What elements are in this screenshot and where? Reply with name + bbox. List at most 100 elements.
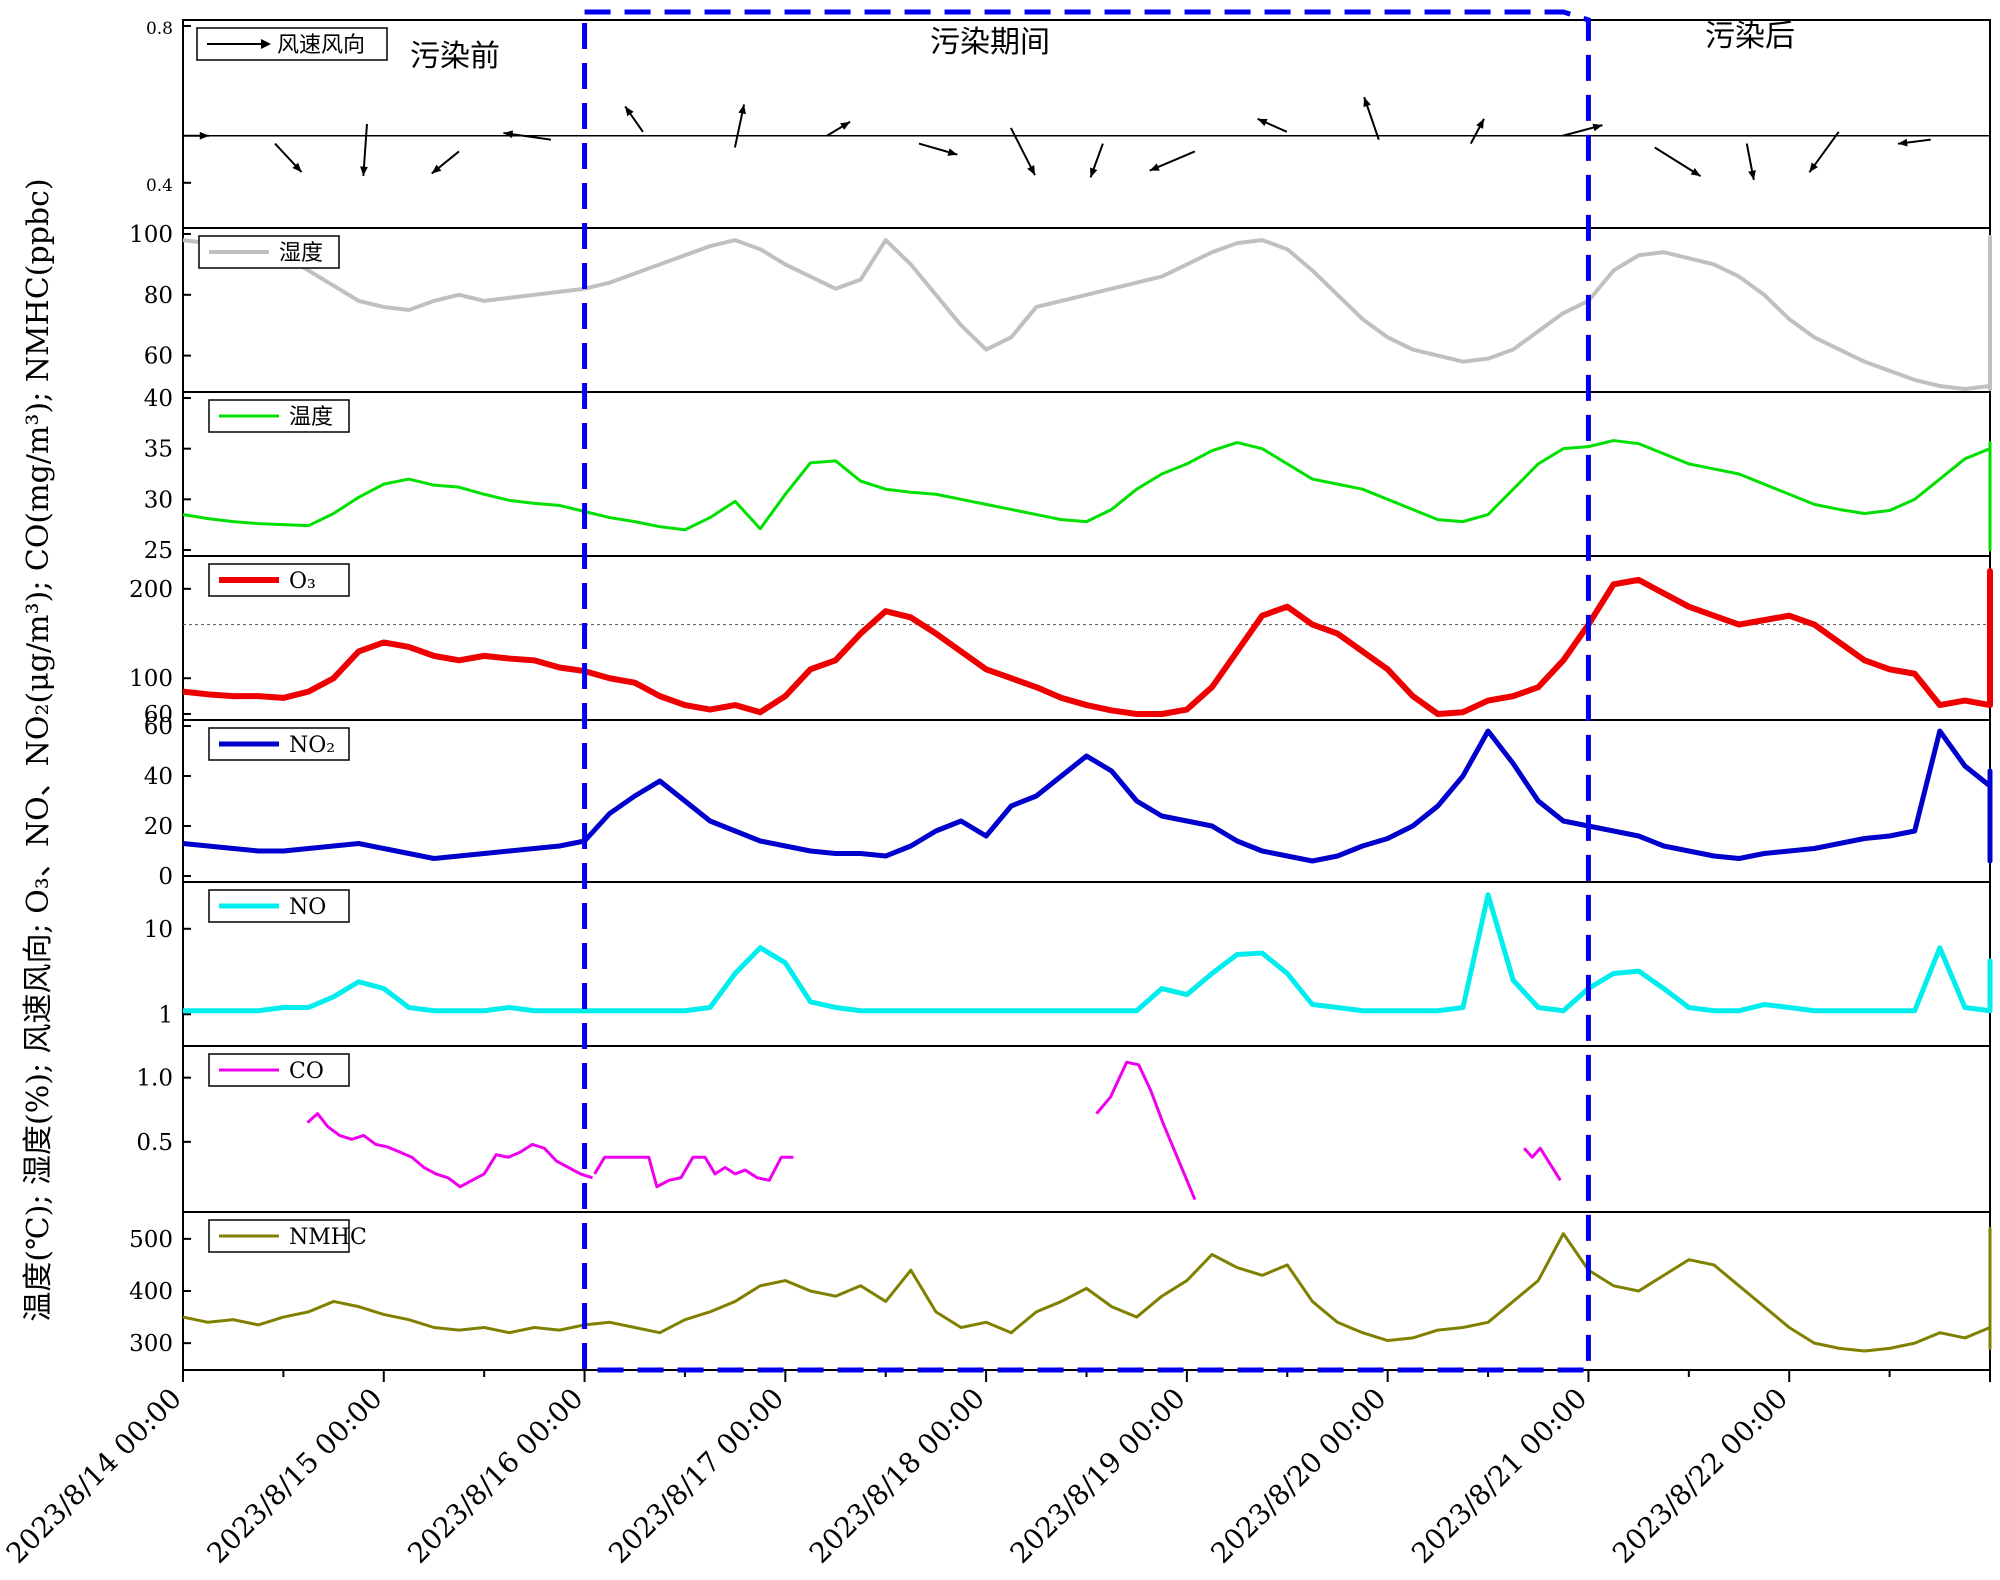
ytick-label-nmhc: 300 bbox=[129, 1331, 173, 1357]
ytick-label-temperature: 35 bbox=[144, 437, 173, 463]
legend-label-no: NO bbox=[289, 895, 326, 920]
wind-arrow-head bbox=[1149, 163, 1160, 171]
wind-arrow-head bbox=[431, 164, 442, 174]
period-label-before: 污染前 bbox=[410, 39, 500, 74]
xtick-label: 2023/8/18 00:00 bbox=[803, 1382, 991, 1570]
wind-arrow-head bbox=[625, 106, 634, 117]
ytick-label-no2: 20 bbox=[144, 814, 173, 840]
xtick-label: 2023/8/21 00:00 bbox=[1405, 1382, 1593, 1570]
ytick-label-no: 10 bbox=[144, 917, 173, 943]
series-line-nmhc-0 bbox=[182, 1226, 1992, 1353]
ytick-label-co: 0.5 bbox=[136, 1130, 173, 1156]
wind-arrow-head bbox=[360, 166, 368, 176]
wind-arrow-head bbox=[1257, 118, 1268, 127]
wind-arrow-head bbox=[1748, 170, 1756, 180]
xtick-label: 2023/8/17 00:00 bbox=[602, 1382, 790, 1570]
wind-arrow-head bbox=[1809, 162, 1818, 173]
ytick-label-humidity: 60 bbox=[144, 344, 173, 370]
xtick-label: 2023/8/22 00:00 bbox=[1606, 1382, 1794, 1570]
series-line-co-3 bbox=[1523, 1146, 1562, 1182]
panel-frame-temperature bbox=[182, 391, 1991, 557]
y-axis-title: 温度(℃); 湿度(%); 风速风向; O₃、NO、NO₂(μg/m³); CO… bbox=[21, 178, 56, 1321]
ytick-label-humidity: 80 bbox=[144, 283, 173, 309]
legend-label-nmhc: NMHC bbox=[289, 1225, 367, 1250]
wind-arrow-head bbox=[292, 162, 302, 173]
series-line-no2-0 bbox=[182, 728, 1993, 864]
ytick-label-o3: 200 bbox=[129, 577, 173, 603]
legend-arrow-head bbox=[261, 39, 271, 49]
y-axis-title-svg: 温度(℃); 湿度(%); 风速风向; O₃、NO、NO₂(μg/m³); CO… bbox=[21, 178, 56, 1321]
ytick-label-temperature: 25 bbox=[144, 538, 173, 564]
panel-o3: 60 100 200 O₃ bbox=[129, 555, 1993, 728]
ytick-label-o3: 60 bbox=[144, 702, 173, 728]
xtick-label: 2023/8/15 00:00 bbox=[201, 1382, 389, 1570]
panel-nmhc: 300 400 500 NMHC bbox=[129, 1211, 1992, 1371]
ytick-label-no2: 60 bbox=[144, 714, 173, 740]
legend-nmhc: NMHC bbox=[208, 1219, 367, 1253]
period-label-after: 污染后 bbox=[1705, 19, 1795, 54]
xtick-label: 2023/8/14 00:00 bbox=[0, 1382, 188, 1570]
legend-label-wind: 风速风向 bbox=[277, 33, 365, 58]
ytick-label-no2: 0 bbox=[158, 864, 173, 890]
legend-label-no2: NO₂ bbox=[289, 733, 335, 758]
ytick-label-nmhc: 500 bbox=[129, 1227, 173, 1253]
panel-co: 0.5 1.0 CO bbox=[136, 1045, 1991, 1213]
wind-arrow-head bbox=[1090, 167, 1098, 178]
panel-temperature: 25 30 35 40 温度 bbox=[144, 386, 1992, 564]
wind-arrow-head bbox=[1897, 138, 1908, 147]
legend-o3: O₃ bbox=[208, 563, 350, 597]
wind-arrow-head bbox=[1592, 123, 1603, 132]
ytick-label-o3: 100 bbox=[129, 666, 173, 692]
legend-no2: NO₂ bbox=[208, 727, 350, 761]
wind-arrow-head bbox=[947, 148, 958, 156]
series-line-humidity-0 bbox=[182, 235, 1992, 392]
panel-humidity: 60 80 100 湿度 bbox=[129, 222, 1992, 393]
ytick-label-no2: 40 bbox=[144, 764, 173, 790]
legend-co: CO bbox=[208, 1053, 350, 1087]
wind-arrow-head bbox=[1690, 167, 1701, 177]
wind-arrow-head bbox=[1476, 118, 1484, 129]
legend-wind: 风速风向 bbox=[196, 27, 388, 61]
ytick-label-temperature: 30 bbox=[144, 487, 173, 513]
wind-arrow-head bbox=[1363, 97, 1371, 108]
ytick-label-humidity: 100 bbox=[129, 222, 173, 248]
panel-frame-co bbox=[182, 1045, 1991, 1213]
legend-temperature: 温度 bbox=[208, 399, 350, 433]
legend-humidity: 湿度 bbox=[198, 235, 340, 269]
panel-no2: 0 20 40 60 NO₂ bbox=[144, 714, 1993, 890]
ytick-label-no: 1 bbox=[158, 1002, 173, 1028]
series-line-temperature-0 bbox=[182, 439, 1992, 552]
ytick-label-co: 1.0 bbox=[136, 1066, 173, 1092]
period-label-during: 污染期间 bbox=[930, 25, 1050, 60]
series-line-co-0 bbox=[306, 1112, 594, 1189]
series-line-o3-0 bbox=[182, 567, 1993, 717]
panel-frame-humidity bbox=[182, 227, 1991, 393]
series-line-no-0 bbox=[183, 892, 1993, 1014]
panel-frame-nmhc bbox=[182, 1211, 1991, 1371]
xtick-label: 2023/8/19 00:00 bbox=[1004, 1382, 1192, 1570]
series-line-co-1 bbox=[593, 1155, 794, 1189]
legend-no: NO bbox=[208, 889, 350, 923]
x-axis: 2023/8/14 00:00 2023/8/15 00:00 2023/8/16 … bbox=[0, 1370, 1991, 1570]
legend-label-humidity: 湿度 bbox=[279, 241, 323, 266]
wind-arrow-head bbox=[840, 121, 851, 130]
xtick-label: 2023/8/16 00:00 bbox=[401, 1382, 589, 1570]
wind-arrow-head bbox=[1027, 165, 1035, 176]
pollution-period-box bbox=[582, 9, 1591, 1373]
wind-arrow-head bbox=[738, 104, 746, 115]
ytick-label-wind: 0.4 bbox=[146, 176, 173, 196]
legend-label-o3: O₃ bbox=[289, 569, 316, 594]
ytick-label-temperature: 40 bbox=[144, 386, 173, 412]
panel-no: 1 10 NO bbox=[144, 881, 1993, 1047]
panel-frame-o3 bbox=[182, 555, 1991, 721]
y-axis-title-container: 温度(℃); 湿度(%); 风速风向; O₃、NO、NO₂(μg/m³); CO… bbox=[8, 120, 68, 1380]
ytick-label-nmhc: 400 bbox=[129, 1279, 173, 1305]
ytick-label-wind: 0.8 bbox=[146, 19, 173, 39]
legend-label-co: CO bbox=[289, 1059, 324, 1084]
panel-frame-no bbox=[182, 881, 1991, 1047]
xtick-label: 2023/8/20 00:00 bbox=[1204, 1382, 1392, 1570]
series-line-co-2 bbox=[1095, 1060, 1197, 1201]
legend-label-temperature: 温度 bbox=[289, 405, 333, 430]
